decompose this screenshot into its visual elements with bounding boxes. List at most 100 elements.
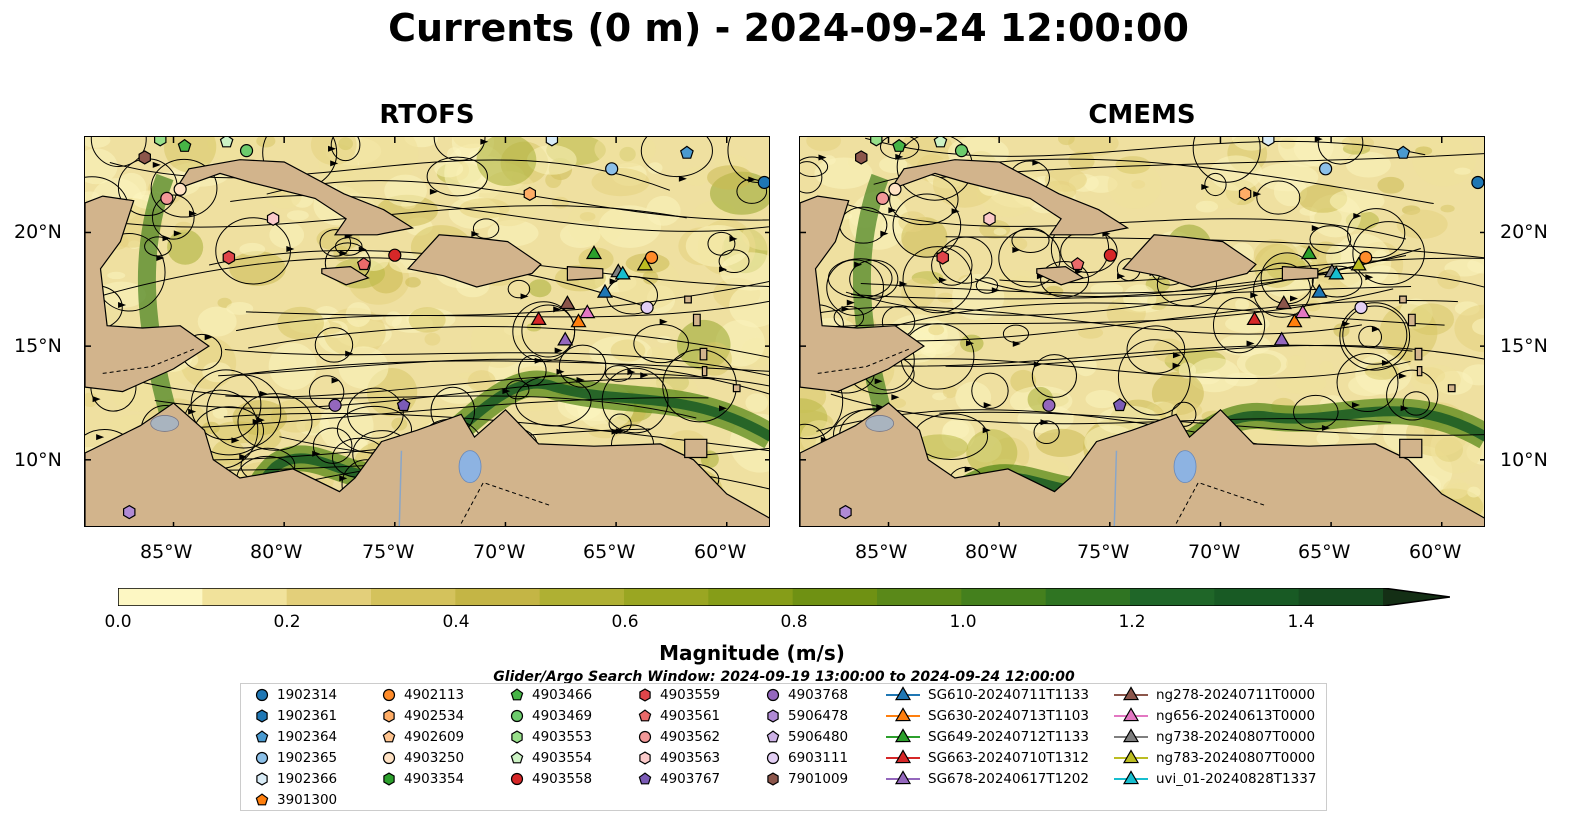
legend-circle-marker	[510, 709, 524, 723]
legend-triangle-icon	[886, 728, 920, 743]
legend-circle-icon	[510, 772, 524, 786]
marker-SG663-20240710T1312	[1246, 311, 1263, 325]
marker-uvi_01-20240828T1337	[614, 265, 631, 280]
marker-1902365	[1319, 162, 1333, 176]
legend-circle-icon	[510, 709, 524, 723]
legend-label: 4903561	[660, 708, 721, 724]
legend-item: 6903111	[766, 748, 848, 768]
legend-circle-icon	[638, 730, 652, 744]
legend-triangle-marker	[894, 770, 912, 785]
lon-tick-cmems-65w: 65°W	[1298, 541, 1351, 563]
legend-pentagon-marker	[255, 793, 269, 806]
colorbar-tick-6: 1.2	[1118, 612, 1146, 632]
colorbar-segment	[708, 588, 794, 606]
marker-ng783-20240807T0000	[1350, 256, 1367, 271]
marker-4903558	[1103, 248, 1117, 262]
marker-ng656-20240613T0000	[1294, 304, 1311, 319]
legend-label: ng738-20240807T0000	[1156, 729, 1316, 745]
legend-hexagon-marker	[639, 688, 651, 702]
marker-4903553	[870, 137, 883, 147]
marker-4903562	[875, 191, 890, 205]
colorbar-segment	[877, 588, 962, 606]
marker-4903563	[266, 211, 280, 226]
panel-title-cmems: CMEMS	[1088, 100, 1196, 130]
legend-hexagon-marker	[256, 709, 268, 723]
legend-triangle-marker	[894, 686, 912, 701]
legend-label: 1902366	[277, 771, 338, 787]
marker-1902366	[1262, 137, 1275, 147]
lat-tick-right-20n: 20°N	[1500, 221, 1548, 243]
colorbar-segment	[286, 588, 372, 606]
legend-triangle-marker	[1122, 749, 1140, 764]
legend-item: ng278-20240711T0000	[1114, 685, 1315, 705]
legend-item: ng656-20240613T0000	[1114, 706, 1315, 726]
marker-1902364	[1396, 145, 1411, 159]
lon-tick-rtofs-75w: 75°W	[362, 541, 415, 563]
legend-pentagon-icon	[638, 772, 652, 785]
legend-triangle-marker	[894, 728, 912, 743]
legend-circle-marker	[382, 751, 396, 765]
legend-circle-icon	[382, 751, 396, 765]
legend-circle-icon	[766, 751, 780, 765]
marker-4903561	[356, 257, 371, 271]
marker-4903250	[173, 182, 187, 196]
lon-tick-rtofs-70w: 70°W	[473, 541, 526, 563]
legend-triangle-icon	[886, 770, 920, 785]
lat-tick-right-10n: 10°N	[1500, 449, 1548, 471]
legend-pentagon-icon	[510, 751, 524, 764]
legend-triangle-icon	[1114, 707, 1148, 722]
marker-ng656-20240613T0000	[579, 304, 596, 319]
marker-4903466	[892, 138, 907, 152]
colorbar-segment	[1130, 588, 1215, 606]
legend-triangle-icon	[1114, 686, 1148, 701]
legend-item: 4903466	[510, 685, 592, 705]
legend-triangle-marker	[1122, 770, 1140, 785]
marker-SG630-20240713T1103	[570, 313, 587, 328]
legend-item: 3901300	[255, 790, 337, 810]
legend-item: 4902113	[382, 685, 464, 705]
legend-pentagon-marker	[510, 751, 524, 764]
legend-label: 4902113	[404, 687, 465, 703]
legend-circle-marker	[766, 688, 780, 702]
rtofs-current-map	[84, 136, 770, 527]
marker-4902113	[1359, 250, 1373, 265]
legend-triangle-icon	[1114, 728, 1148, 743]
legend-label: 1902314	[277, 687, 338, 703]
legend-circle-icon	[382, 688, 396, 702]
legend-item: 4903562	[638, 727, 720, 747]
marker-SG610-20240711T1133	[596, 283, 614, 298]
colorbar-tick-7: 1.4	[1287, 612, 1315, 632]
legend-pentagon-icon	[638, 709, 652, 722]
legend-item: 1902314	[255, 685, 337, 705]
legend-label: ng278-20240711T0000	[1156, 687, 1316, 703]
lon-tick-cmems-85w: 85°W	[855, 541, 908, 563]
legend-circle-marker	[510, 772, 524, 786]
marker-SG663-20240710T1312	[530, 311, 547, 325]
marker-4903553	[153, 137, 167, 147]
marker-1902314	[757, 175, 769, 190]
colorbar-tick-2: 0.4	[442, 612, 470, 632]
legend-hexagon-icon	[767, 709, 779, 723]
marker-SG678-20240617T1202	[557, 331, 574, 346]
figure-title: Currents (0 m) - 2024-09-24 12:00:00	[388, 6, 1189, 50]
legend-pentagon-marker	[766, 730, 780, 743]
legend-item: 4903559	[638, 685, 720, 705]
marker-4903466	[177, 138, 192, 152]
marker-4903554	[219, 137, 234, 148]
legend-label: 4903768	[788, 687, 849, 703]
legend-item: 1902364	[255, 727, 337, 747]
colorbar	[118, 588, 1450, 606]
marker-4903554	[933, 137, 948, 148]
colorbar-segment	[455, 588, 541, 606]
legend-pentagon-marker	[510, 688, 524, 701]
legend-item: 4902534	[382, 706, 464, 726]
lon-tick-rtofs-80w: 80°W	[250, 541, 303, 563]
legend-pentagon-marker	[382, 730, 396, 743]
marker-4903767	[1112, 398, 1127, 412]
legend-item: 4903250	[382, 748, 464, 768]
marker-4902113	[644, 250, 659, 265]
marker-4903768	[328, 398, 342, 412]
legend-item: 4903563	[638, 748, 720, 768]
legend-hexagon-marker	[767, 772, 779, 786]
legend-pentagon-marker	[255, 730, 269, 743]
